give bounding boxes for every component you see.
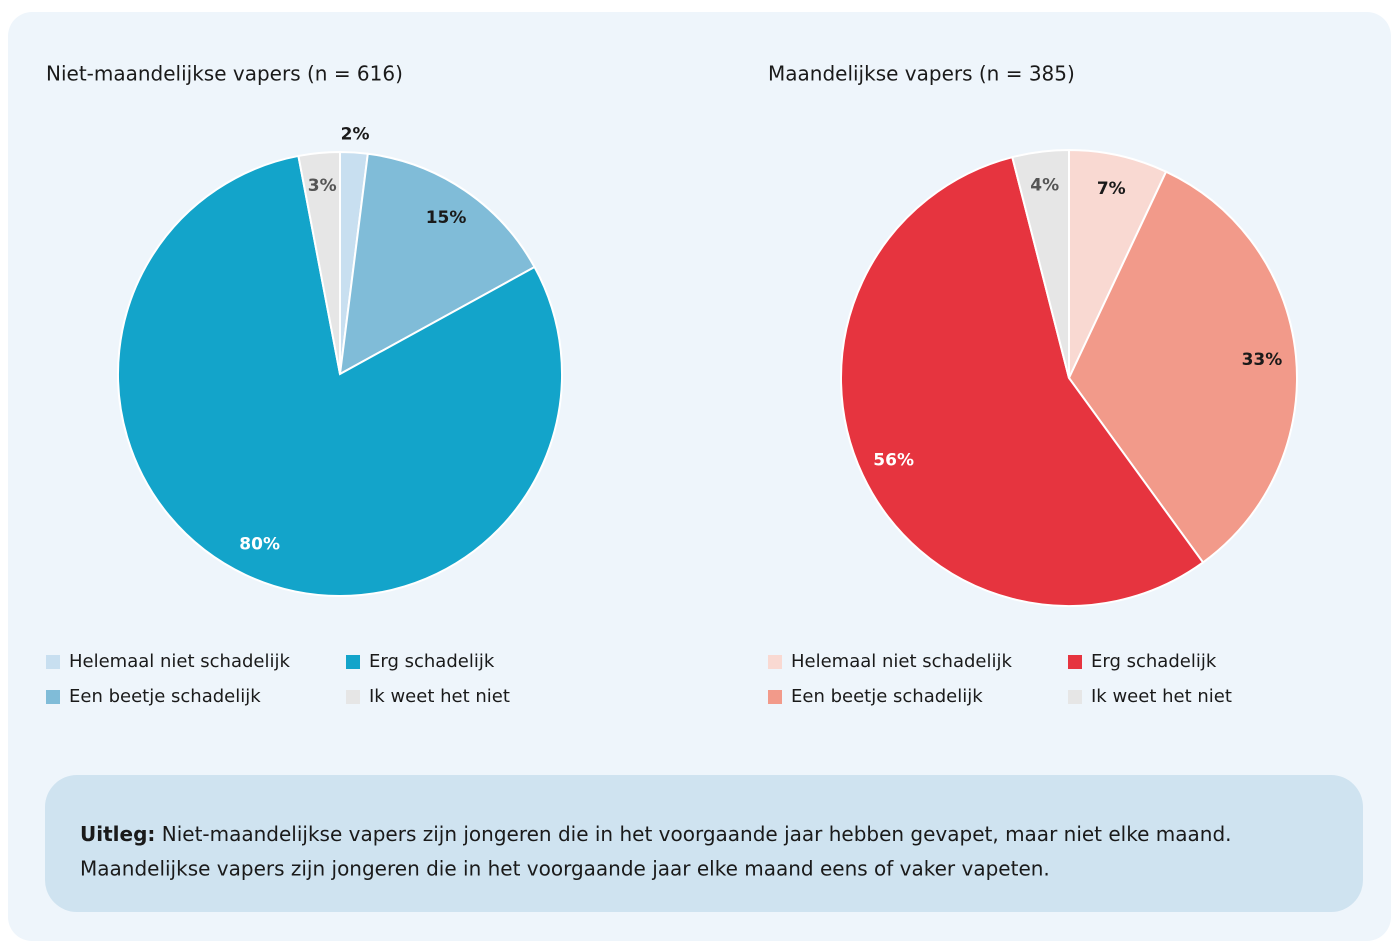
legend-label: Helemaal niet schadelijk (69, 651, 290, 672)
explanation-text: Niet-maandelijkse vapers zijn jongeren d… (162, 822, 1232, 846)
pie-slice (1011, 148, 1070, 379)
legend-label: Ik weet het niet (1091, 686, 1232, 707)
legend-swatch (768, 690, 782, 704)
explanation-line: Uitleg: Niet-maandelijkse vapers zijn jo… (80, 822, 1232, 846)
legend-label: Helemaal niet schadelijk (791, 651, 1012, 672)
pie-slice (338, 152, 536, 376)
explanation-line: Maandelijkse vapers zijn jongeren die in… (80, 857, 1050, 881)
legend-swatch (1068, 655, 1082, 669)
legend-label: Een beetje schadelijk (69, 686, 261, 707)
legend-swatch (1068, 690, 1082, 704)
pie-slice (840, 155, 1205, 607)
explanation-label: Uitleg: (80, 822, 155, 846)
chart-title: Niet-maandelijkse vapers (n = 616) (46, 62, 403, 86)
value-label: 2% (341, 125, 370, 145)
value-label: 80% (239, 535, 280, 555)
legend-swatch (346, 655, 360, 669)
legend-label: Erg schadelijk (369, 651, 495, 672)
legend-swatch (768, 655, 782, 669)
legend-swatch (346, 690, 360, 704)
pie-slice (297, 150, 341, 375)
value-label: 33% (1242, 350, 1283, 370)
legend-swatch (46, 690, 60, 704)
value-label: 56% (873, 451, 914, 471)
pie-slice (1067, 170, 1298, 564)
legend-label: Ik weet het niet (369, 686, 510, 707)
legend-swatch (46, 655, 60, 669)
value-label: 7% (1097, 179, 1126, 199)
legend-label: Erg schadelijk (1091, 651, 1217, 672)
value-label: 3% (308, 176, 337, 196)
chart-title: Maandelijkse vapers (n = 385) (768, 62, 1075, 86)
value-label: 15% (426, 208, 467, 228)
pie-slice (117, 154, 563, 597)
explanation-box (45, 775, 1363, 912)
value-label: 4% (1030, 176, 1059, 196)
legend-label: Een beetje schadelijk (791, 686, 983, 707)
